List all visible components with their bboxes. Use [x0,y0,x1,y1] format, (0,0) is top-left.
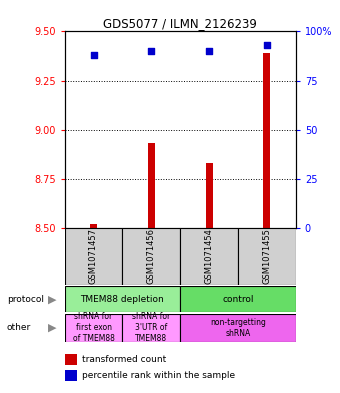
Title: GDS5077 / ILMN_2126239: GDS5077 / ILMN_2126239 [103,17,257,30]
Bar [180,228,238,285]
Text: other: other [7,323,31,332]
Text: TMEM88 depletion: TMEM88 depletion [81,295,164,303]
Text: control: control [222,295,254,303]
Point [206,48,212,54]
Text: transformed count: transformed count [82,356,166,364]
Bar [65,314,122,342]
Text: GSM1071455: GSM1071455 [262,228,271,285]
Text: percentile rank within the sample: percentile rank within the sample [82,371,235,380]
Bar [65,228,122,285]
Bar [180,314,296,342]
Text: ▶: ▶ [49,323,57,333]
Text: non-targetting
shRNA: non-targetting shRNA [210,318,266,338]
Text: shRNA for
first exon
of TMEM88: shRNA for first exon of TMEM88 [72,312,115,343]
Text: GSM1071457: GSM1071457 [89,228,98,285]
Point [264,42,270,48]
Bar [264,53,270,228]
Bar [122,228,180,285]
Bar [238,228,296,285]
Bar [148,143,155,228]
Text: protocol: protocol [7,295,44,304]
Bar [180,286,296,312]
Bar [90,224,97,228]
Bar [65,286,180,312]
Text: GSM1071456: GSM1071456 [147,228,156,285]
Point [149,48,154,54]
Text: GSM1071454: GSM1071454 [205,228,214,285]
Bar [206,163,212,228]
Text: shRNA for
3'UTR of
TMEM88: shRNA for 3'UTR of TMEM88 [132,312,170,343]
Text: ▶: ▶ [49,294,57,305]
Point [91,52,96,58]
Bar [122,314,180,342]
